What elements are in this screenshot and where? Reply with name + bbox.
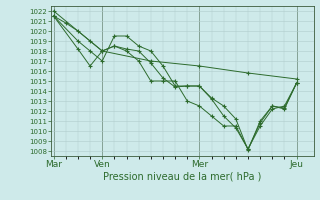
X-axis label: Pression niveau de la mer( hPa ): Pression niveau de la mer( hPa ): [103, 172, 261, 182]
